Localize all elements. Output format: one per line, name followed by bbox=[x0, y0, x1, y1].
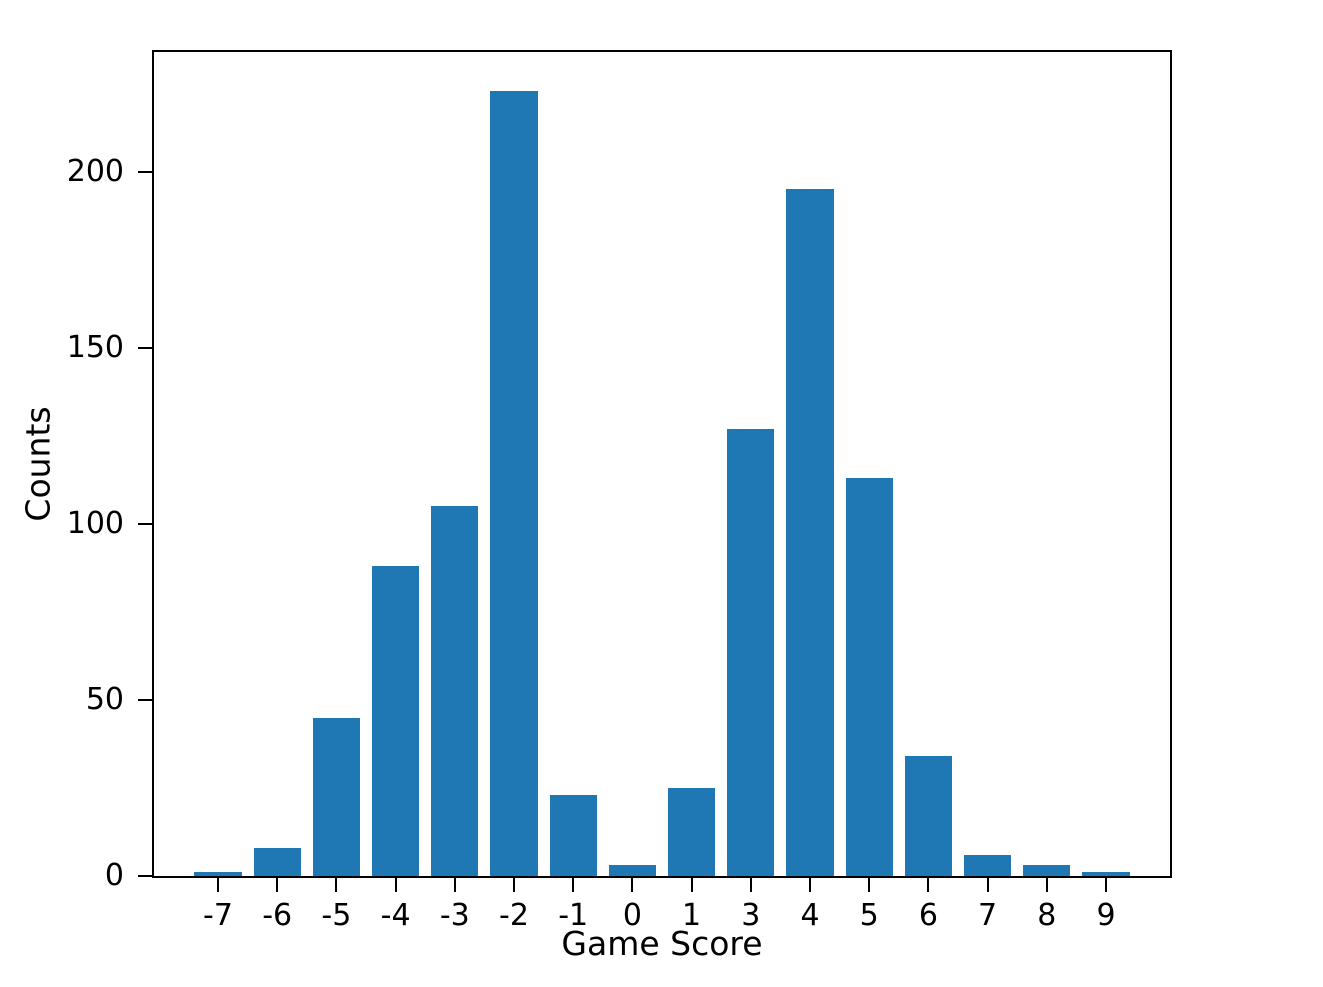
bar--1 bbox=[549, 795, 597, 876]
bar-7 bbox=[963, 854, 1012, 876]
plot-area: -7 -6 -5 -4 -3 -2 -1 0 1 3 4 5 6 7 8 9 0 50 100 150 200 bbox=[67, 50, 1172, 933]
x-tick-mark bbox=[335, 878, 338, 892]
x-tick-label: -2 bbox=[499, 898, 529, 933]
x-tick-label: 6 bbox=[918, 898, 938, 933]
bar--6 bbox=[253, 847, 301, 876]
y-tick-mark bbox=[138, 346, 152, 349]
bar--2 bbox=[490, 90, 538, 876]
bar--5 bbox=[312, 717, 361, 876]
x-tick-label: 1 bbox=[682, 898, 702, 933]
x-tick-mark bbox=[690, 878, 693, 892]
bar-8 bbox=[1023, 865, 1071, 876]
x-tick-label: 9 bbox=[1096, 898, 1116, 933]
y-tick-label: 0 bbox=[104, 858, 124, 893]
x-tick-label: -1 bbox=[558, 898, 589, 933]
bar-4 bbox=[786, 189, 834, 876]
x-tick-label: 5 bbox=[859, 898, 879, 933]
y-tick-label: 200 bbox=[66, 153, 124, 189]
bar-6 bbox=[904, 756, 953, 876]
x-tick-mark bbox=[631, 878, 634, 892]
x-tick-mark bbox=[276, 878, 279, 892]
x-tick-mark bbox=[927, 878, 930, 892]
x-tick-mark bbox=[394, 878, 397, 892]
bar-0 bbox=[608, 865, 657, 876]
bar-3 bbox=[727, 428, 775, 876]
x-tick-mark bbox=[572, 878, 575, 892]
x-tick-label: -3 bbox=[439, 898, 470, 933]
x-tick-mark bbox=[749, 878, 752, 892]
y-tick-mark bbox=[138, 698, 152, 701]
bar--4 bbox=[371, 566, 420, 876]
y-tick-mark bbox=[138, 170, 152, 173]
x-tick-mark bbox=[1105, 878, 1107, 892]
x-tick-mark bbox=[809, 878, 811, 892]
x-tick-mark bbox=[217, 878, 219, 892]
bar--3 bbox=[431, 506, 479, 876]
x-tick-label: 4 bbox=[800, 898, 820, 933]
y-tick-label: 100 bbox=[66, 505, 124, 541]
x-tick-mark bbox=[1045, 878, 1048, 892]
x-tick-mark bbox=[453, 878, 456, 892]
y-tick-label: 150 bbox=[66, 329, 124, 365]
x-tick-label: 7 bbox=[978, 898, 998, 933]
bar-9 bbox=[1082, 872, 1130, 876]
x-tick-mark bbox=[868, 878, 871, 892]
y-tick-mark bbox=[138, 875, 152, 877]
bar-5 bbox=[845, 478, 893, 876]
y-tick-label: 50 bbox=[85, 681, 124, 717]
x-tick-label: -5 bbox=[321, 898, 352, 933]
x-tick-mark bbox=[986, 878, 989, 892]
x-tick-label: 0 bbox=[622, 898, 642, 933]
bar-1 bbox=[667, 787, 716, 876]
x-tick-label: -6 bbox=[262, 898, 293, 933]
x-tick-label: 3 bbox=[741, 898, 761, 933]
x-axis-label: Game Score bbox=[561, 924, 763, 963]
x-tick-label: -7 bbox=[203, 898, 233, 933]
x-tick-mark bbox=[513, 878, 515, 892]
y-tick-mark bbox=[138, 522, 152, 525]
x-tick-label: -4 bbox=[380, 898, 411, 933]
x-tick-label: 8 bbox=[1037, 898, 1057, 933]
bar--7 bbox=[194, 872, 242, 876]
